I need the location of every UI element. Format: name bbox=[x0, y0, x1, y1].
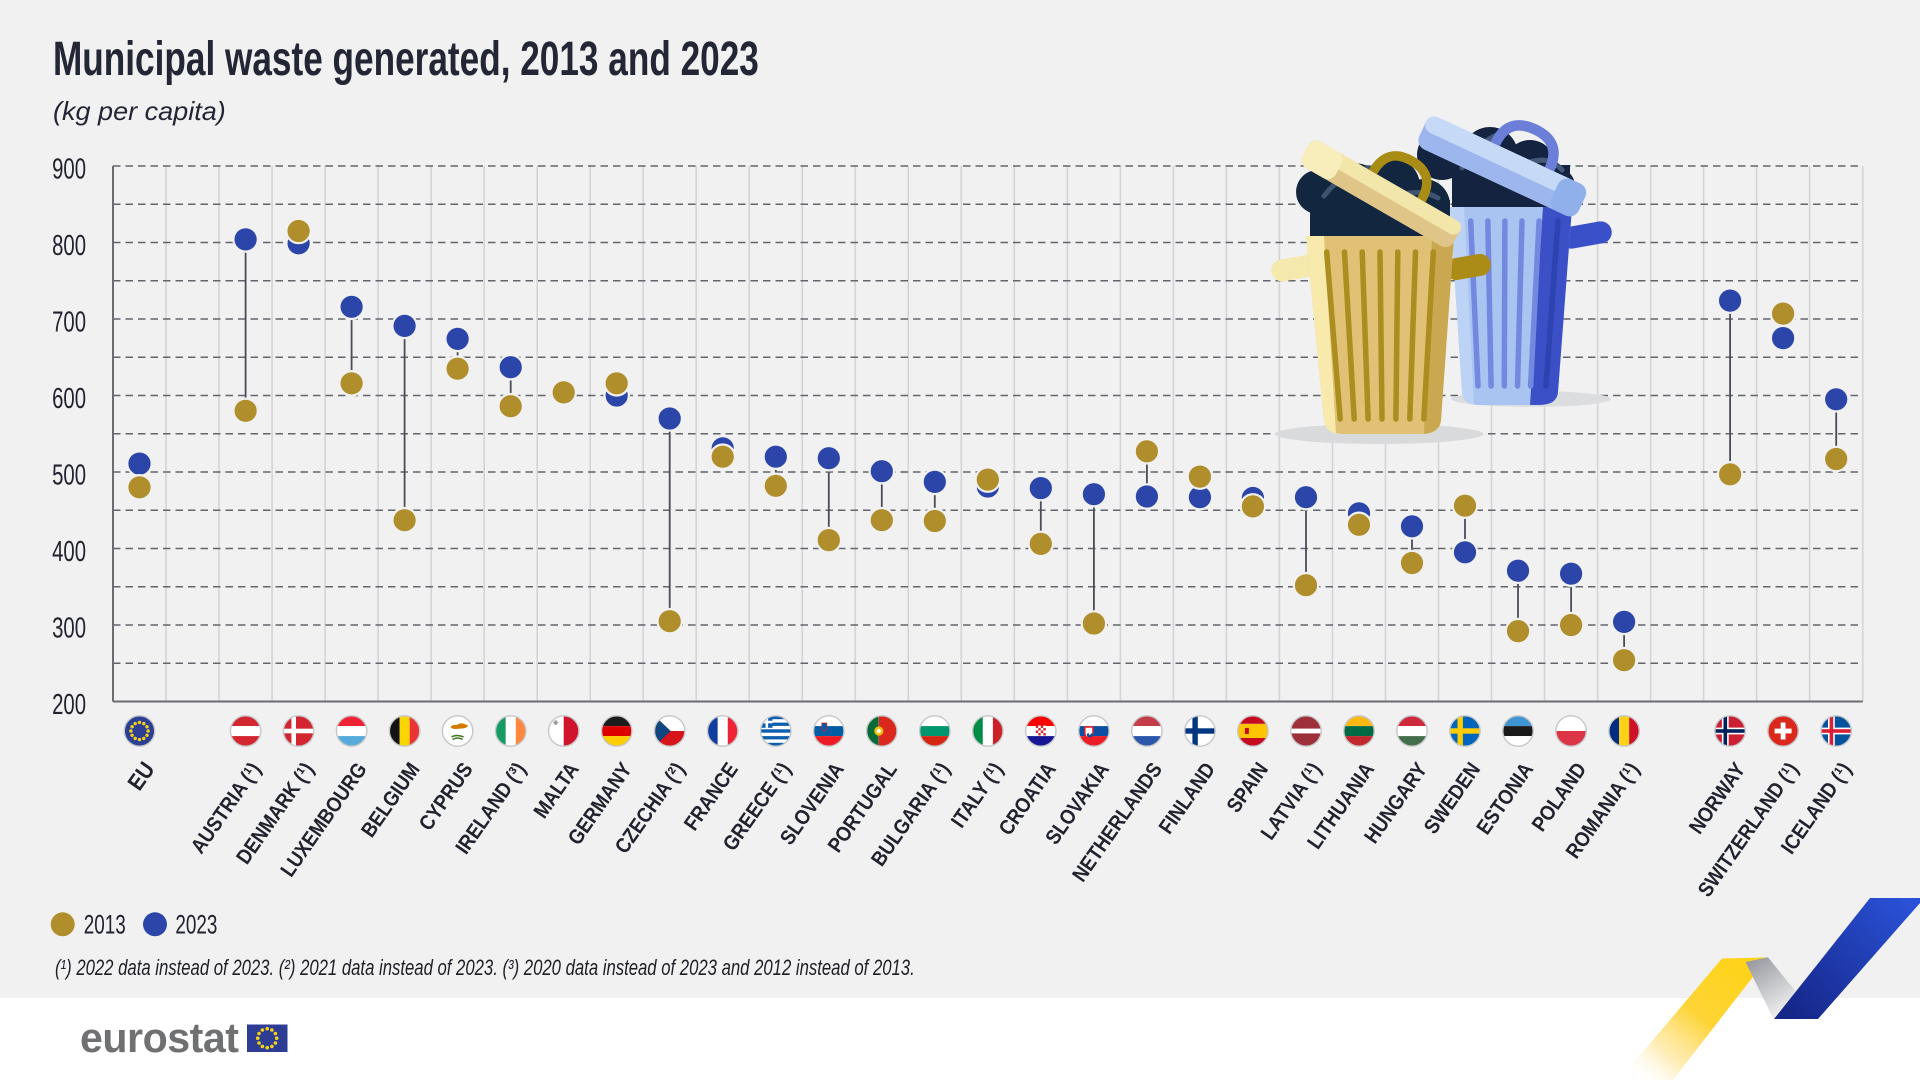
svg-text:2023: 2023 bbox=[175, 909, 217, 939]
svg-text:2013: 2013 bbox=[84, 909, 126, 939]
svg-text:500: 500 bbox=[52, 459, 86, 491]
svg-text:700: 700 bbox=[52, 306, 86, 338]
svg-text:200: 200 bbox=[52, 689, 86, 721]
svg-text:400: 400 bbox=[52, 536, 86, 568]
svg-text:800: 800 bbox=[52, 230, 86, 262]
svg-text:300: 300 bbox=[52, 612, 86, 644]
svg-text:(kg per capita): (kg per capita) bbox=[53, 96, 226, 125]
svg-text:900: 900 bbox=[52, 153, 86, 185]
svg-text:Municipal waste generated, 201: Municipal waste generated, 2013 and 2023 bbox=[53, 32, 759, 86]
svg-text:eurostat: eurostat bbox=[80, 1014, 239, 1061]
svg-text:600: 600 bbox=[52, 383, 86, 415]
svg-text:(¹) 2022 data instead of 2023.: (¹) 2022 data instead of 2023. (²) 2021 … bbox=[55, 956, 915, 981]
